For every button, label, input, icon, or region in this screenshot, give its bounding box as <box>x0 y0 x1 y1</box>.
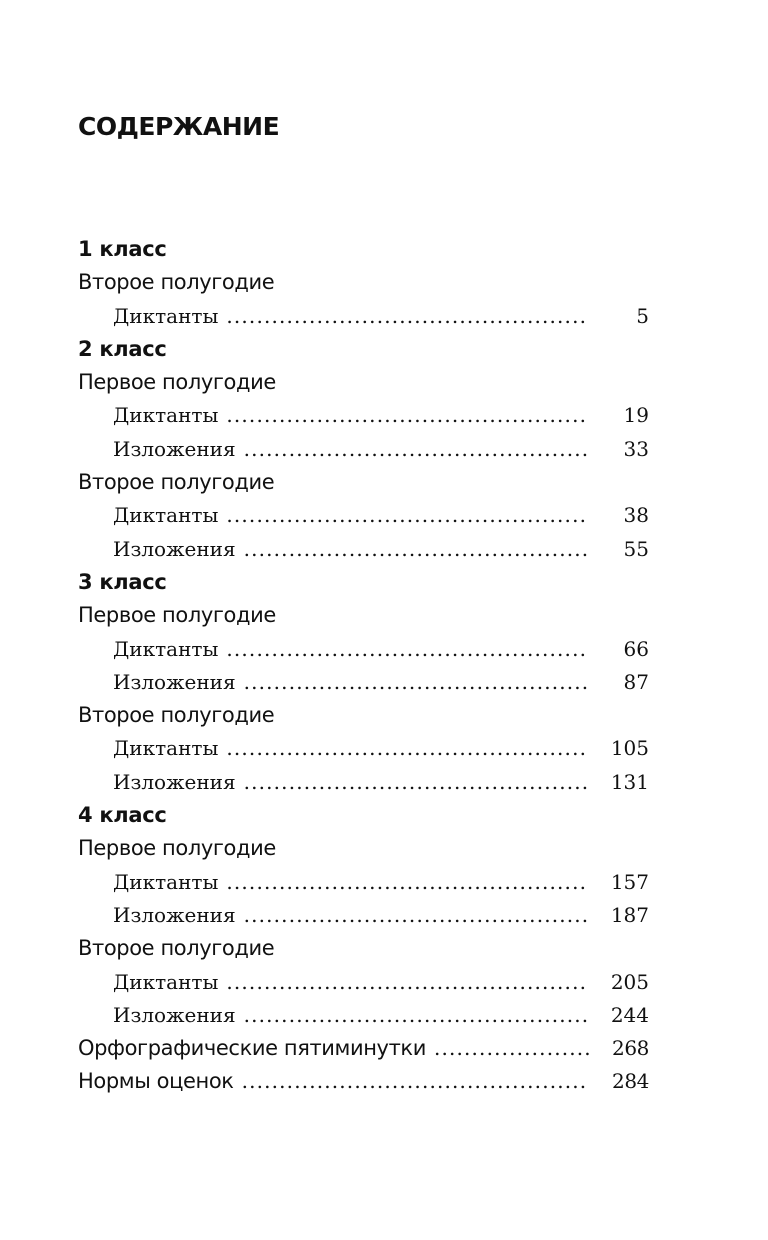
toc-entry-label: Диктанты <box>113 503 219 528</box>
toc-entry-label: Изложения <box>113 669 236 694</box>
dot-leader <box>226 399 589 432</box>
toc-item[interactable]: Изложения 55 <box>78 533 649 566</box>
dot-leader <box>244 899 589 932</box>
toc-item[interactable]: Диктанты 105 <box>78 732 649 765</box>
toc-entry-label: Изложения <box>113 902 236 927</box>
toc-entry-label: Диктанты <box>113 869 219 894</box>
toc-item[interactable]: Изложения 33 <box>78 433 649 466</box>
page-number: 38 <box>623 503 649 528</box>
toc-entry-label: Диктанты <box>113 403 219 428</box>
toc-heading: 4 класс <box>78 803 167 828</box>
toc-entry-label: Орфографические пятиминутки <box>78 1036 426 1061</box>
dot-leader <box>244 666 589 699</box>
toc-entry-label: Нормы оценок <box>78 1069 234 1094</box>
page-number: 131 <box>610 769 649 794</box>
toc-entry-label: Диктанты <box>113 303 219 328</box>
page-title: СОДЕРЖАНИЕ <box>78 112 280 141</box>
toc-item[interactable]: Диктанты 205 <box>78 966 649 999</box>
page-number: 105 <box>610 736 649 761</box>
toc-section: Второе полугодие <box>78 470 275 495</box>
toc-section: Первое полугодие <box>78 370 276 395</box>
page-number: 87 <box>623 669 649 694</box>
toc-heading: 1 класс <box>78 237 167 261</box>
page-number: 5 <box>636 303 649 328</box>
toc-item[interactable]: Изложения 244 <box>78 999 649 1032</box>
dot-leader <box>226 732 589 765</box>
page-number: 187 <box>610 902 649 927</box>
toc-entry-label: Изложения <box>113 536 236 561</box>
toc-section: Второе полугодие <box>78 703 275 728</box>
page-number: 33 <box>623 436 649 461</box>
page-number: 157 <box>610 869 649 894</box>
toc-entry-label: Диктанты <box>113 636 219 661</box>
toc-item[interactable]: Изложения 87 <box>78 666 649 699</box>
toc-heading: 2 класс <box>78 336 167 361</box>
dot-leader <box>242 1065 589 1098</box>
page-number: 268 <box>612 1036 649 1061</box>
toc-item[interactable]: Диктанты 66 <box>78 633 649 666</box>
toc-section[interactable]: Нормы оценок 284 <box>78 1065 649 1098</box>
toc-heading: 3 класс <box>78 569 167 594</box>
toc-entry-label: Изложения <box>113 1002 236 1027</box>
dot-leader <box>244 533 589 566</box>
dot-leader <box>244 433 589 466</box>
toc-section: Второе полугодие <box>78 936 275 961</box>
dot-leader <box>226 300 589 333</box>
page-number: 19 <box>623 403 649 428</box>
toc-item[interactable]: Диктанты 19 <box>78 399 649 432</box>
toc-item[interactable]: Изложения 131 <box>78 766 649 799</box>
toc-entry-label: Диктанты <box>113 736 219 761</box>
page-number: 66 <box>623 636 649 661</box>
toc-item[interactable]: Диктанты 38 <box>78 499 649 532</box>
toc-entry-label: Изложения <box>113 436 236 461</box>
toc-section: Второе полугодие <box>78 270 275 295</box>
dot-leader <box>226 966 589 999</box>
page-number: 55 <box>623 536 649 561</box>
dot-leader <box>244 766 589 799</box>
toc-item[interactable]: Диктанты 157 <box>78 866 649 899</box>
page-number: 244 <box>610 1002 649 1027</box>
toc-entry-label: Диктанты <box>113 969 219 994</box>
dot-leader <box>226 499 589 532</box>
toc-section: Первое полугодие <box>78 836 276 861</box>
table-of-contents: 1 класс Второе полугодие Диктанты 5 2 класс П… <box>78 233 649 1099</box>
page-number: 284 <box>612 1069 649 1094</box>
toc-item[interactable]: Изложения 187 <box>78 899 649 932</box>
dot-leader <box>244 999 589 1032</box>
toc-section[interactable]: Орфографические пятиминутки 268 <box>78 1032 649 1065</box>
page-number: 205 <box>610 969 649 994</box>
dot-leader <box>226 633 589 666</box>
dot-leader <box>434 1032 589 1065</box>
toc-entry-label: Изложения <box>113 769 236 794</box>
toc-item[interactable]: Диктанты 5 <box>78 300 649 333</box>
toc-section: Первое полугодие <box>78 603 276 628</box>
dot-leader <box>226 866 589 899</box>
